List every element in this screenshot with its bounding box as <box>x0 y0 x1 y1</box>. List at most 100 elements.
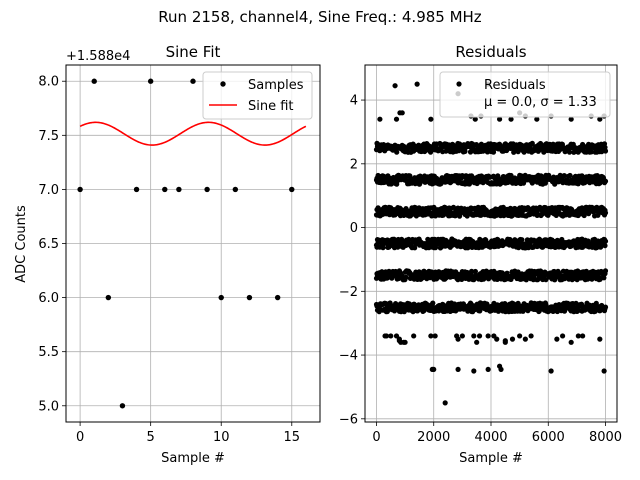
sample-point <box>289 186 295 193</box>
residual-outlier-point <box>508 116 514 122</box>
residual-outlier-point <box>388 333 394 339</box>
sine-fit-title: Sine Fit <box>166 43 221 61</box>
residual-point <box>519 237 525 243</box>
residual-outlier-point <box>476 333 483 339</box>
residual-outlier-point <box>428 116 434 122</box>
residual-point <box>504 147 510 154</box>
sample-point <box>91 78 97 84</box>
sine-fit-axes-frame <box>65 64 321 423</box>
residual-outlier-point <box>580 333 586 339</box>
residual-outlier-point <box>601 368 607 374</box>
residual-outlier-point <box>548 368 554 374</box>
right-xtick-label: 2000 <box>417 430 450 445</box>
residual-point <box>567 172 573 179</box>
residual-outlier-point <box>399 110 405 116</box>
sample-point <box>274 294 281 301</box>
residual-band <box>373 140 609 155</box>
residual-outlier-point <box>597 116 603 122</box>
legend-stats-label: μ = 0.0, σ = 1.33 <box>484 95 597 110</box>
residuals-legend: Residuals μ = 0.0, σ = 1.33 <box>439 71 611 118</box>
residual-outlier-point <box>455 366 461 373</box>
residual-point <box>561 173 568 179</box>
left-ytick-label: 6.5 <box>38 237 59 252</box>
residual-point <box>602 304 609 310</box>
right-xtick-label: 6000 <box>532 430 565 445</box>
residual-outlier-point <box>498 366 504 373</box>
residual-outlier-point <box>442 400 448 406</box>
residual-outlier-point <box>597 336 603 342</box>
sample-point <box>105 294 112 301</box>
residual-point <box>602 243 608 249</box>
residuals-legend-box <box>439 71 611 118</box>
right-xtick-label: 4000 <box>474 430 507 445</box>
residual-outlier-point <box>455 336 461 342</box>
sine-fit-legend-box <box>202 71 313 120</box>
residual-point <box>602 268 609 274</box>
sine-fit-marks <box>77 78 307 409</box>
residual-outlier-point <box>575 333 581 339</box>
residual-outlier-point <box>396 338 402 344</box>
sample-point <box>119 403 126 409</box>
residual-outlier-point <box>428 333 434 339</box>
residual-band <box>373 268 609 283</box>
residual-point <box>403 274 409 280</box>
residual-point <box>566 149 573 155</box>
left-xtick-label: 0 <box>76 430 84 445</box>
residual-outlier-point <box>377 116 383 122</box>
sample-point <box>176 186 182 193</box>
residual-point <box>529 140 535 146</box>
right-ytick-label: −4 <box>339 349 358 364</box>
left-ytick-label: 7.0 <box>38 183 59 198</box>
sine-fit-xlabel: Sample # <box>161 451 225 466</box>
residual-point <box>602 148 609 154</box>
residual-point <box>490 149 497 155</box>
residual-band <box>373 300 609 315</box>
right-ytick-label: −2 <box>339 285 358 300</box>
sample-point <box>77 186 83 193</box>
residual-outlier-point <box>568 339 574 345</box>
residual-outlier-point <box>485 366 491 373</box>
left-ytick-label: 8.0 <box>38 75 59 90</box>
legend-residuals-marker <box>456 81 462 87</box>
sample-point <box>190 78 196 84</box>
residual-point <box>602 210 609 216</box>
right-ytick-label: 4 <box>350 94 358 109</box>
sample-point <box>162 186 168 193</box>
sample-point <box>232 186 239 193</box>
residual-outlier-point <box>509 336 516 342</box>
residual-point <box>430 300 436 306</box>
residual-outlier-point <box>414 81 420 87</box>
residual-outlier-point <box>471 333 477 339</box>
sample-point <box>218 294 224 301</box>
residual-outlier-point <box>432 333 438 339</box>
right-xtick-label: 0 <box>372 430 380 445</box>
residual-point <box>602 178 609 184</box>
residual-outlier-point <box>472 116 478 122</box>
legend-samples-label: Samples <box>248 78 304 93</box>
residual-point <box>494 276 500 282</box>
residual-point <box>556 302 562 308</box>
figure-suptitle: Run 2158, channel4, Sine Freq.: 4.985 MH… <box>158 8 482 26</box>
residual-point <box>406 236 412 242</box>
right-xtick-label: 8000 <box>589 430 622 445</box>
left-xtick-label: 10 <box>213 430 230 445</box>
residual-point <box>602 238 609 244</box>
left-xtick-label: 5 <box>147 430 155 445</box>
left-ytick-label: 6.0 <box>38 291 59 306</box>
residual-outlier-point <box>494 336 500 342</box>
residual-outlier-point <box>459 333 465 339</box>
sine-fit-line <box>79 121 307 146</box>
residual-outlier-point <box>471 368 477 374</box>
residual-outlier-point <box>402 339 408 345</box>
residual-point <box>380 245 386 251</box>
residuals-ticks: 0 2000 4000 6000 8000 −6 −4 −2 0 2 4 <box>339 94 622 445</box>
left-xtick-label: 15 <box>284 430 301 445</box>
residual-outlier-point <box>411 333 417 339</box>
residual-outlier-point <box>554 336 560 342</box>
residuals-title: Residuals <box>455 43 526 61</box>
residual-point <box>412 245 418 251</box>
legend-samples-marker <box>220 81 226 87</box>
residual-outlier-point <box>522 336 528 342</box>
residual-outlier-point <box>383 333 390 339</box>
